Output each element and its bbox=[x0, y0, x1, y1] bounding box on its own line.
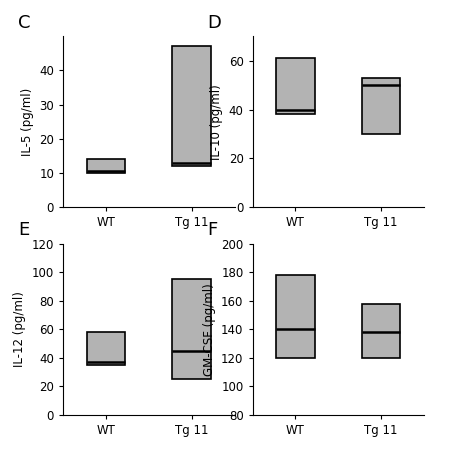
Bar bbox=[172, 279, 211, 379]
Y-axis label: IL-5 (pg/ml): IL-5 (pg/ml) bbox=[21, 87, 34, 156]
Bar bbox=[362, 304, 400, 358]
Bar bbox=[172, 46, 211, 166]
Y-axis label: IL-10 (pg/ml): IL-10 (pg/ml) bbox=[210, 84, 223, 160]
Bar bbox=[87, 332, 125, 365]
Text: F: F bbox=[207, 221, 218, 239]
Text: E: E bbox=[18, 221, 29, 239]
Bar bbox=[362, 78, 400, 134]
Text: D: D bbox=[207, 14, 221, 32]
Y-axis label: GM-CSF (pg/ml): GM-CSF (pg/ml) bbox=[202, 283, 216, 376]
Text: C: C bbox=[18, 14, 31, 32]
Bar bbox=[276, 275, 315, 358]
Y-axis label: IL-12 (pg/ml): IL-12 (pg/ml) bbox=[13, 291, 26, 367]
Bar bbox=[276, 58, 315, 115]
Bar bbox=[87, 160, 125, 173]
